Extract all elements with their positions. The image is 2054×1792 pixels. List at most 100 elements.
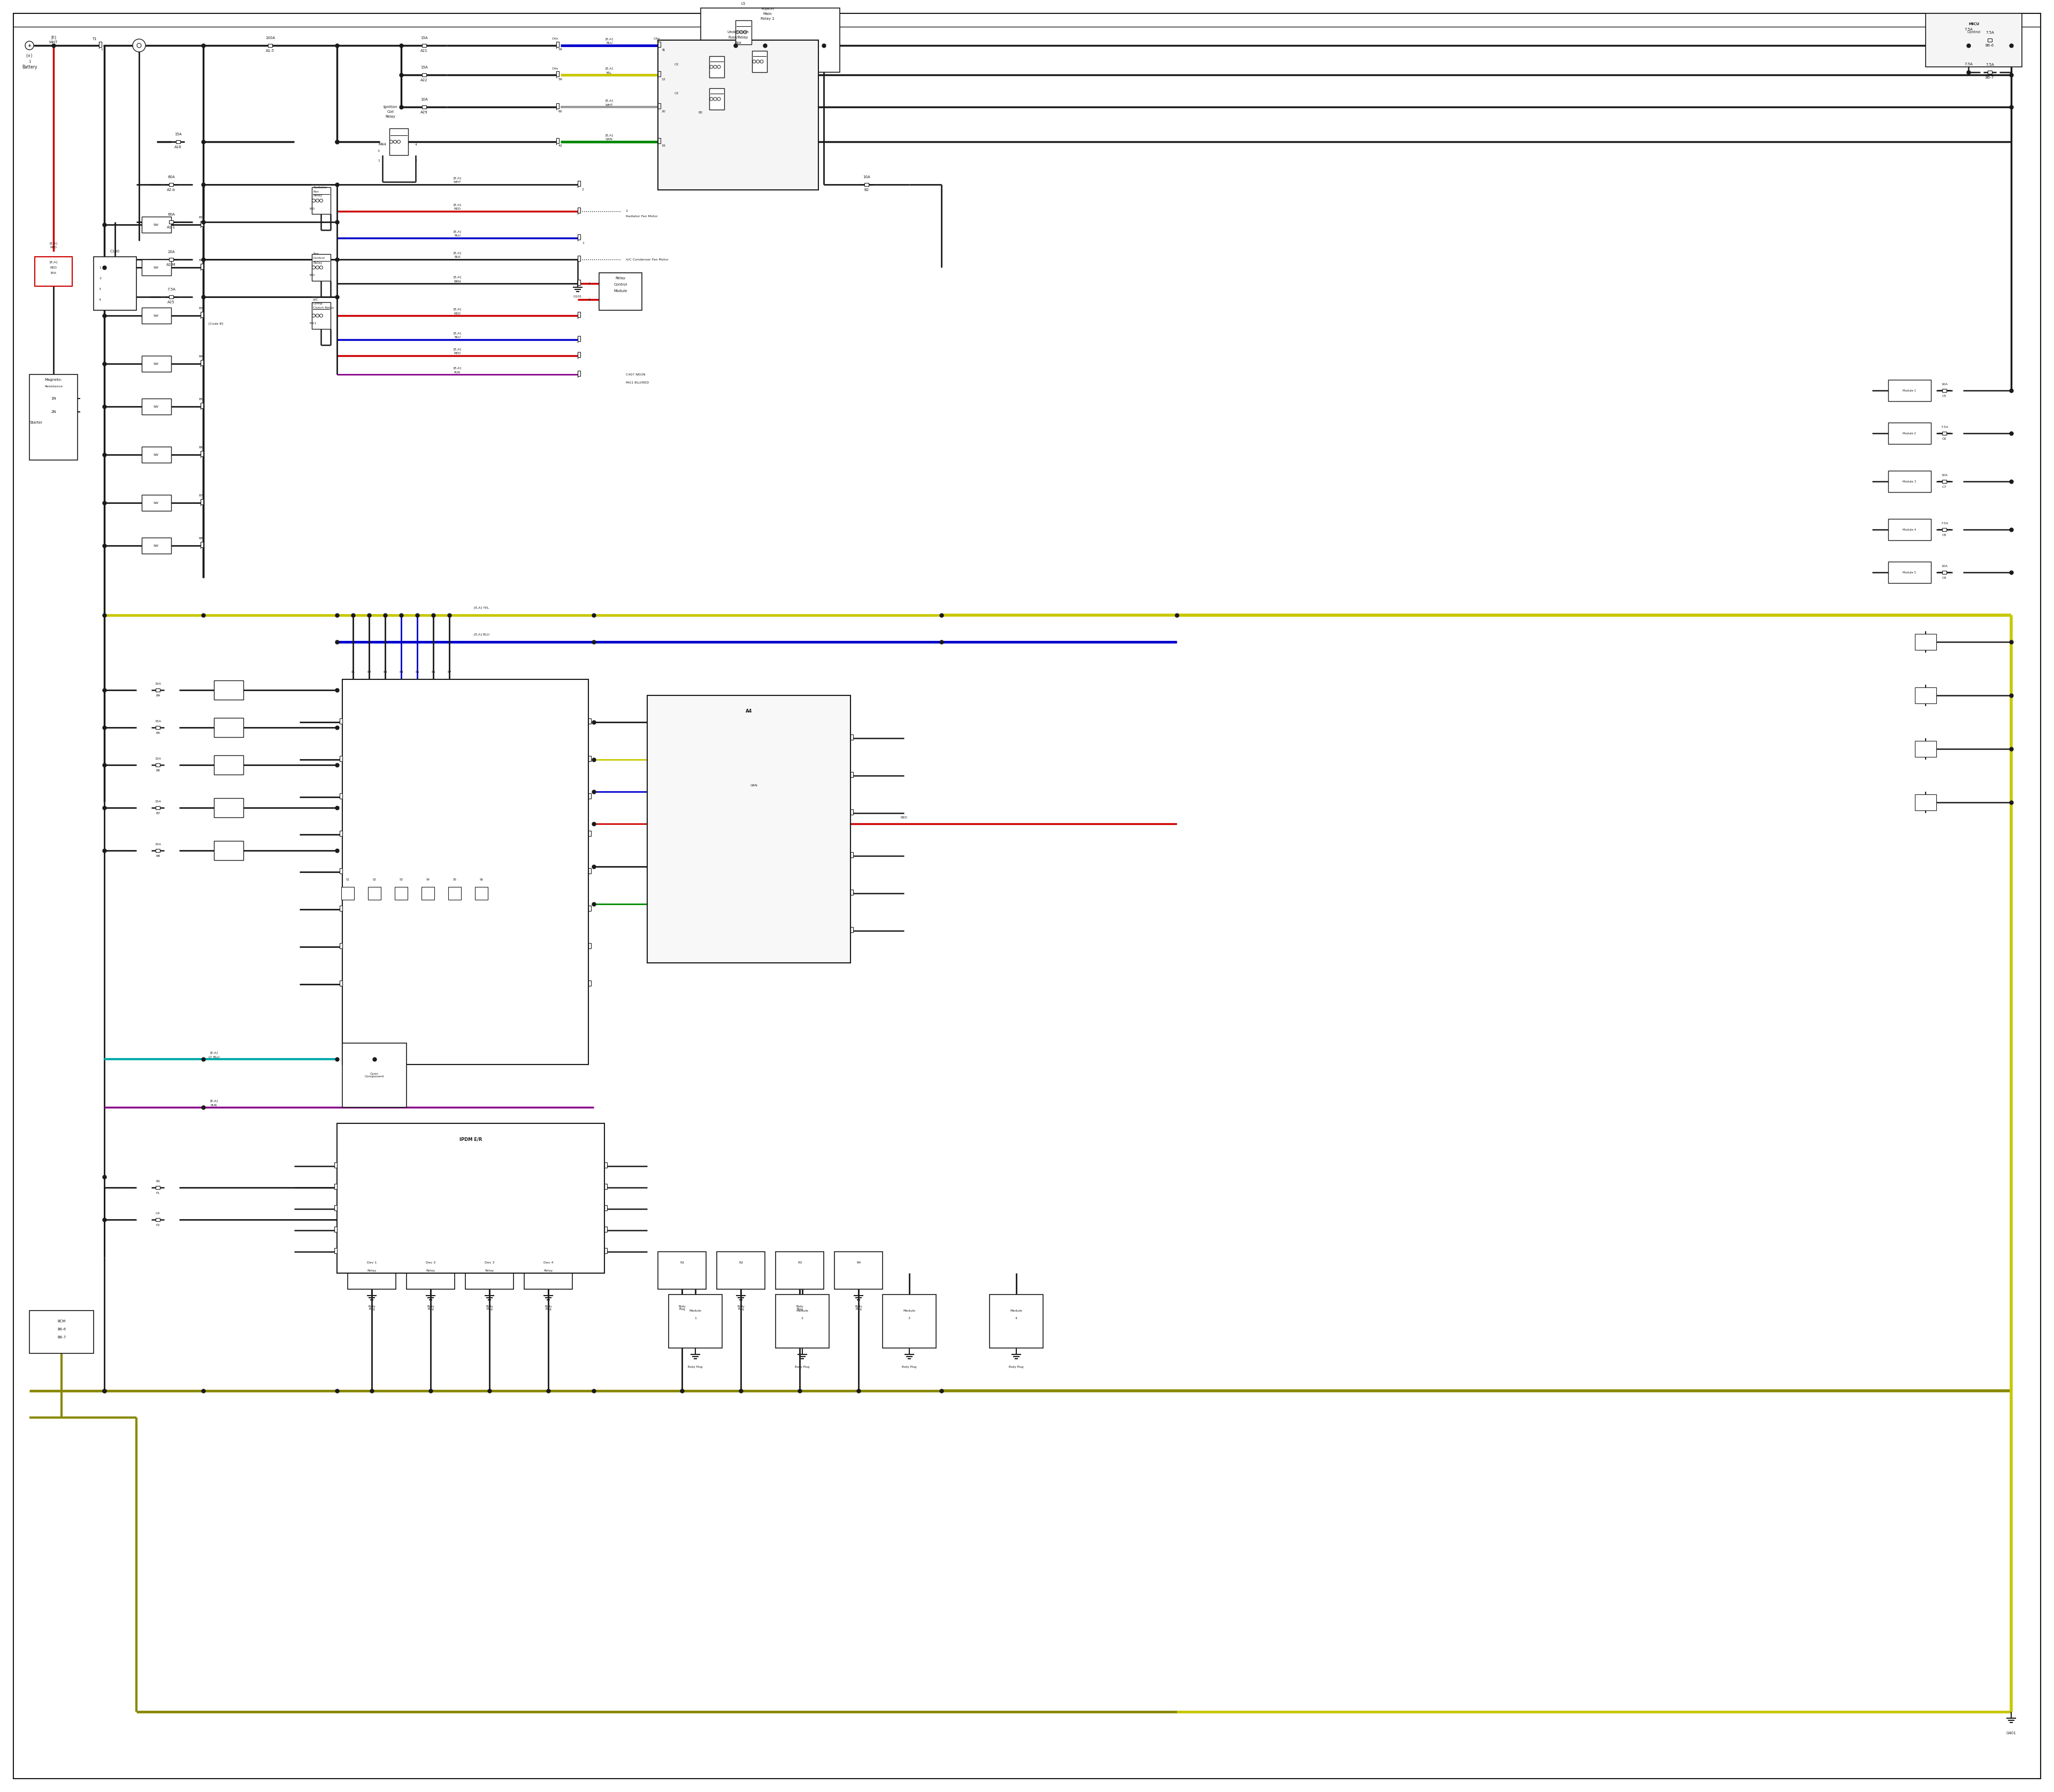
Bar (1943, 529, 1947, 530)
Bar (335, 1226, 337, 1231)
Bar (850, 889, 852, 894)
Text: B4: B4 (156, 694, 160, 697)
Text: B8: B8 (199, 538, 203, 539)
Bar (577, 351, 581, 357)
Bar (577, 280, 581, 285)
Text: A/C: A/C (312, 297, 318, 301)
Text: WHT: WHT (49, 41, 58, 43)
Text: B6: B6 (156, 769, 160, 772)
Text: B6-6: B6-6 (58, 1328, 66, 1331)
Bar (587, 943, 592, 948)
Text: Module 1: Module 1 (1902, 389, 1916, 392)
Bar (850, 853, 852, 858)
Text: 15A: 15A (154, 799, 160, 803)
Circle shape (396, 140, 401, 143)
Text: SW: SW (154, 453, 158, 455)
Bar (600, 272, 641, 310)
Text: [E]: [E] (51, 36, 55, 39)
Bar (657, 104, 661, 109)
Bar (168, 183, 173, 186)
Text: B6-7: B6-7 (58, 1335, 66, 1339)
Text: BLU: BLU (454, 235, 460, 237)
Text: Module: Module (690, 1310, 702, 1312)
Text: BRN: BRN (454, 280, 460, 283)
Text: C4n: C4n (553, 38, 559, 41)
Text: IA0: IA0 (310, 274, 314, 276)
Text: [E,A]: [E,A] (454, 332, 462, 335)
Text: Body
Plug: Body Plug (427, 1305, 433, 1310)
Bar (201, 220, 203, 226)
Text: Module: Module (904, 1310, 916, 1312)
Circle shape (25, 41, 33, 50)
Text: F2: F2 (156, 1224, 160, 1226)
Bar (990, 1294, 1043, 1348)
Bar (577, 371, 581, 376)
Text: A/C Condenser Fan Motor: A/C Condenser Fan Motor (626, 258, 668, 262)
Text: Relay: Relay (616, 276, 626, 280)
Bar (1943, 572, 1947, 573)
Bar (587, 980, 592, 986)
Text: 20: 20 (661, 109, 665, 113)
Text: Control: Control (614, 283, 626, 287)
Text: 1: 1 (694, 1317, 696, 1321)
Text: B7: B7 (156, 812, 160, 814)
Bar (1927, 13, 2021, 66)
Text: S1: S1 (345, 878, 349, 880)
Bar (1888, 520, 1931, 539)
Bar (201, 452, 203, 457)
Bar (368, 887, 380, 900)
Text: 100A: 100A (265, 36, 275, 39)
Text: Ignition: Ignition (384, 106, 398, 109)
Text: [E,A]: [E,A] (454, 177, 462, 179)
Text: SW: SW (154, 405, 158, 409)
Text: Body Plug: Body Plug (902, 1366, 916, 1367)
Bar (339, 905, 343, 910)
Bar (577, 312, 581, 317)
Bar (312, 254, 331, 281)
Text: R3: R3 (797, 1262, 801, 1263)
Text: 59: 59 (559, 77, 563, 81)
Bar (577, 181, 581, 186)
Text: 7.5A: 7.5A (1986, 63, 1994, 66)
Text: Relay: Relay (312, 195, 322, 197)
Text: RED: RED (49, 267, 58, 269)
Text: (+): (+) (27, 54, 33, 59)
Text: B7: B7 (199, 495, 203, 496)
Text: SW: SW (154, 224, 158, 226)
Circle shape (739, 30, 744, 34)
Text: BLU: BLU (454, 337, 460, 339)
Bar (347, 1253, 396, 1288)
Text: A29: A29 (421, 111, 427, 115)
Text: A2-M: A2-M (166, 263, 177, 267)
Bar (1888, 423, 1931, 444)
Text: [E,A]: [E,A] (49, 242, 58, 246)
Bar (142, 398, 170, 414)
Circle shape (711, 65, 713, 68)
Text: S3: S3 (398, 878, 403, 880)
Bar (388, 129, 409, 156)
Text: Comp.: Comp. (312, 303, 325, 305)
Text: P3: P3 (384, 670, 386, 674)
Circle shape (744, 30, 748, 34)
Bar (99, 41, 101, 47)
Bar (142, 260, 170, 276)
Text: 1: 1 (99, 267, 101, 269)
Text: A2-b: A2-b (166, 188, 175, 192)
Text: GRN: GRN (606, 138, 612, 142)
Text: 4: 4 (587, 281, 592, 285)
Text: Module: Module (614, 289, 626, 292)
Text: 3: 3 (908, 1317, 910, 1321)
Text: Magneto-: Magneto- (45, 378, 62, 382)
Text: BLK: BLK (454, 256, 460, 258)
Bar (577, 335, 581, 340)
Text: WHT: WHT (606, 104, 614, 106)
Text: C407 NEON: C407 NEON (626, 373, 645, 376)
Text: C2: C2 (674, 91, 680, 95)
Bar (587, 756, 592, 762)
Text: [E,A]: [E,A] (454, 276, 462, 278)
Text: 3: 3 (99, 287, 101, 290)
Text: F1: F1 (156, 1192, 160, 1193)
Bar (657, 41, 661, 47)
Bar (776, 1253, 824, 1288)
Text: [E,A]: [E,A] (606, 66, 614, 70)
